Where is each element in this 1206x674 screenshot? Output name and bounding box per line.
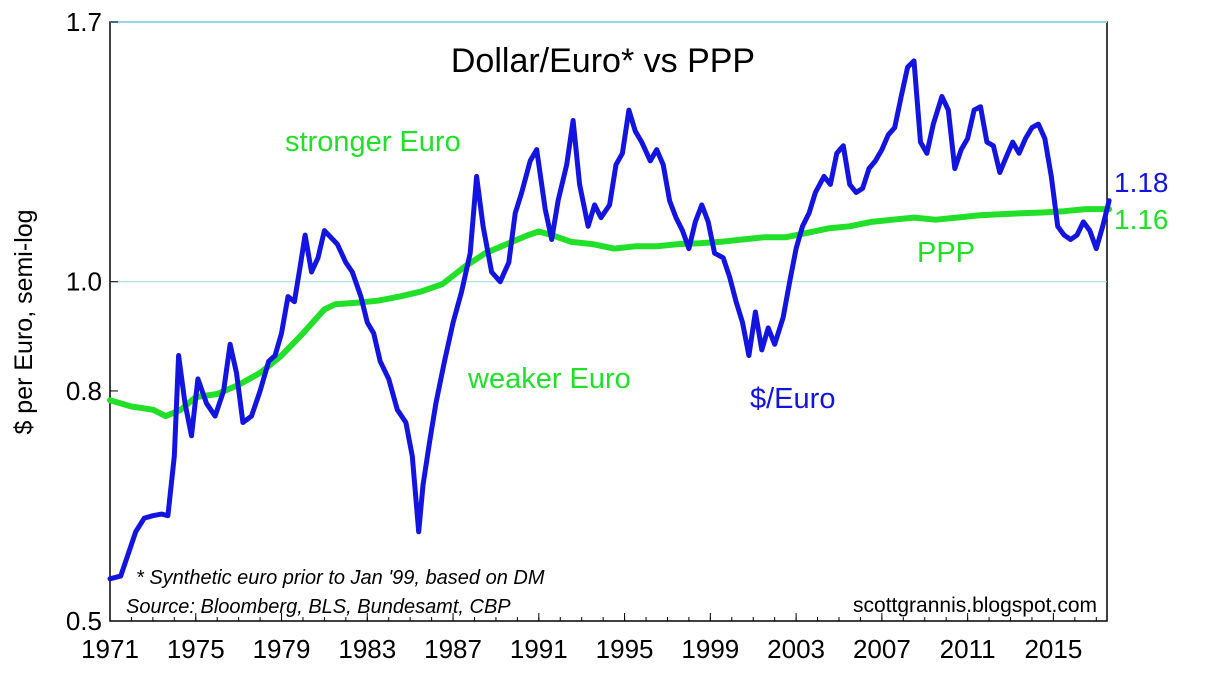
end-label-ppp: 1.16 [1114,204,1169,235]
x-tick-label: 1995 [596,634,654,664]
series-line-dollar-euro [107,58,1112,582]
y-tick-labels: 0.5 0.8 1.0 1.7 [66,7,102,636]
annotation-weaker-euro: weaker Euro [467,363,631,395]
tick-marks [109,21,1097,622]
x-tick-label: 1983 [338,634,396,664]
x-tick-label: 2007 [853,634,911,664]
y-tick-label: 1.0 [66,267,102,297]
y-axis-label: $ per Euro, semi-log [10,209,38,434]
x-tick-label: 1987 [424,634,482,664]
x-tick-label: 1991 [510,634,568,664]
x-tick-label: 1975 [167,634,225,664]
plot-frame [109,21,1108,622]
x-tick-label: 2003 [767,634,825,664]
annotation-ppp: PPP [917,237,975,269]
x-tick-label: 1971 [81,634,139,664]
y-tick-label: 0.8 [66,376,102,406]
y-tick-label: 1.7 [66,7,102,37]
y-tick-label: 0.5 [66,606,102,636]
end-label-dollar-euro: 1.18 [1114,167,1169,198]
x-tick-label: 1979 [253,634,311,664]
annotation-stronger-euro: stronger Euro [285,126,461,158]
annotation-dollar-euro: $/Euro [750,383,835,415]
footnote: * Synthetic euro prior to Jan '99, based… [136,567,545,589]
x-tick-label: 2011 [940,634,996,664]
chart-title: Dollar/Euro* vs PPP [451,42,755,80]
reference-lines [110,21,1107,283]
x-tick-labels: 1971 1975 1979 1983 1987 1991 1995 1999 2003 2007… [81,634,1082,664]
x-tick-label: 2015 [1024,634,1082,664]
x-tick-label: 1999 [681,634,739,664]
source-note: Source: Bloomberg, BLS, Bundesamt, CBP [126,596,511,618]
credit-text: scottgrannis.blogspot.com [853,594,1097,617]
